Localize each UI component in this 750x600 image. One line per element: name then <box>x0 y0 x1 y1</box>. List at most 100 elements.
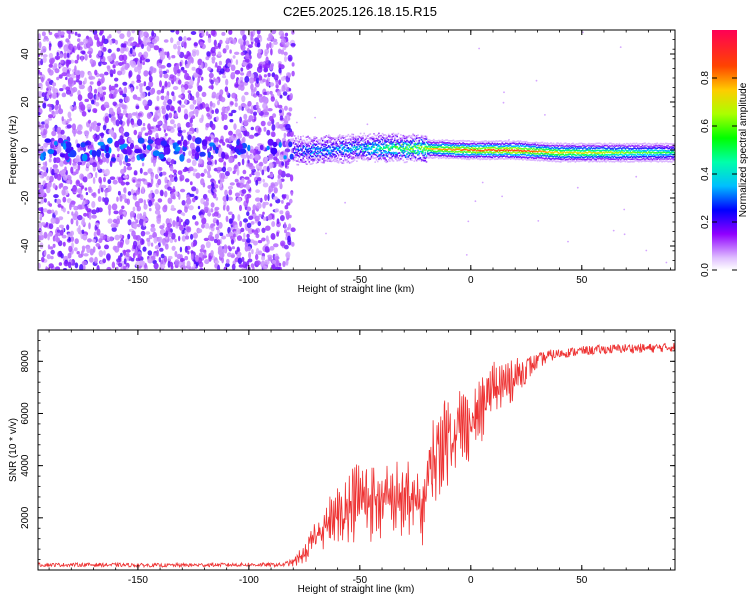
heatmap-noise-cell <box>104 71 109 76</box>
heatmap-ridge-cell <box>391 138 394 140</box>
heatmap-noise-cell <box>233 123 237 130</box>
heatmap-noise-cell <box>188 94 191 100</box>
heatmap-noise-cell <box>213 211 219 217</box>
heatmap-ridge-cell <box>381 132 384 135</box>
heatmap-noise-cell <box>55 110 59 115</box>
heatmap-ridge-cell <box>383 154 385 157</box>
heatmap-noise-cell <box>79 194 84 201</box>
heatmap-noise-cell <box>66 179 71 185</box>
heatmap-noise-cell <box>214 159 217 165</box>
heatmap-noise-cell <box>71 123 76 131</box>
heatmap-noise-cell <box>143 36 147 44</box>
heatmap-noise-cell <box>276 218 280 225</box>
heatmap-noise-cell <box>174 112 178 119</box>
heatmap-ridge-cell <box>329 146 331 148</box>
heatmap-noise-cell <box>279 94 283 99</box>
heatmap-ridge-cell <box>336 157 339 159</box>
heatmap-noise-cell <box>73 247 78 252</box>
heatmap-ridge-cell <box>346 144 348 147</box>
heatmap-noise-cell <box>250 126 254 131</box>
heatmap-noise-cell <box>170 265 174 270</box>
heatmap-noise-cell <box>177 106 181 113</box>
heatmap-noise-cell <box>231 109 237 114</box>
heatmap-noise-cell <box>253 111 257 116</box>
heatmap-noise-cell <box>285 41 290 47</box>
heatmap-noise-cell <box>113 69 116 74</box>
heatmap-noise-cell <box>186 260 191 268</box>
heatmap-noise-cell <box>157 120 163 125</box>
heatmap-noise-cell <box>108 129 114 135</box>
heatmap-noise-cell <box>192 232 198 239</box>
heatmap-noise-cell <box>104 104 110 109</box>
heatmap-noise-cell <box>229 119 234 123</box>
heatmap-noise-cell <box>58 183 62 189</box>
heatmap-noise-cell <box>266 37 272 42</box>
heatmap-noise-cell <box>124 131 130 137</box>
heatmap-noise-cell <box>182 129 186 133</box>
heatmap-ridge-cell <box>312 155 314 158</box>
heatmap-noise-cell <box>66 59 72 64</box>
heatmap-noise-cell <box>194 137 202 145</box>
heatmap-noise-cell <box>97 188 101 194</box>
heatmap-ridge-cell <box>336 140 339 142</box>
heatmap-noise-cell <box>165 113 169 121</box>
heatmap-ridge-cell <box>395 158 397 160</box>
heatmap-noise-cell <box>191 186 197 192</box>
heatmap-ridge-cell <box>380 149 383 152</box>
heatmap-noise-cell <box>261 227 266 233</box>
heatmap-noise-cell <box>112 179 118 185</box>
heatmap-ridge-cell <box>405 141 407 143</box>
heatmap-noise-cell <box>167 186 172 191</box>
heatmap-noise-cell <box>93 88 98 94</box>
heatmap-noise-cell <box>189 193 195 198</box>
heatmap-noise-cell <box>180 66 185 71</box>
heatmap-noise-cell <box>194 221 199 226</box>
heatmap-noise-cell <box>148 80 154 88</box>
heatmap-noise-cell <box>254 132 259 137</box>
heatmap-noise-cell <box>215 62 218 68</box>
heatmap-noise-cell <box>233 154 238 159</box>
heatmap-noise-cell <box>41 256 45 263</box>
heatmap-ridge-cell <box>400 134 402 136</box>
heatmap-noise-cell <box>108 208 111 216</box>
heatmap-noise-cell <box>230 239 235 245</box>
heatmap-noise-cell <box>245 53 250 60</box>
heatmap-ridge-cell <box>397 132 400 135</box>
heatmap-noise-cell <box>165 95 169 100</box>
heatmap-ridge-cell <box>308 145 311 148</box>
heatmap-noise-cell <box>146 45 152 52</box>
heatmap-noise-cell <box>47 67 51 73</box>
heatmap-ridge-cell <box>292 138 295 140</box>
heatmap-noise-cell <box>128 137 132 143</box>
heatmap-noise-cell <box>38 181 41 188</box>
heatmap-noise-cell <box>154 115 160 120</box>
heatmap-noise-cell <box>118 138 125 145</box>
heatmap-noise-cell <box>103 189 110 193</box>
heatmap-noise-cell <box>69 203 72 211</box>
heatmap-noise-cell <box>77 214 83 221</box>
heatmap-noise-cell <box>91 150 97 158</box>
heatmap-noise-cell <box>258 96 265 103</box>
heatmap-noise-cell <box>204 259 210 265</box>
heatmap-noise-cell <box>43 208 48 213</box>
heatmap-noise-cell <box>224 86 229 93</box>
heatmap-ridge-cell <box>418 152 420 155</box>
heatmap-noise-cell <box>99 73 105 78</box>
heatmap-noise-cell <box>87 86 92 93</box>
heatmap-ridge-cell <box>353 159 356 161</box>
heatmap-ridge-cell <box>402 145 405 148</box>
heatmap-noise-cell <box>284 229 287 234</box>
heatmap-ridge-cell <box>425 137 428 140</box>
heatmap-noise-cell <box>154 209 161 215</box>
heatmap-noise-cell <box>161 85 165 91</box>
heatmap-noise-cell <box>86 103 92 110</box>
heatmap-noise-cell <box>239 220 243 228</box>
heatmap-ridge-cell <box>297 137 300 139</box>
heatmap-noise-cell <box>68 236 71 242</box>
heatmap-ridge-cell <box>343 155 346 158</box>
heatmap-noise-cell <box>197 85 203 92</box>
heatmap-ridge-cell <box>296 153 298 155</box>
heatmap-noise-cell <box>88 213 92 220</box>
heatmap-noise-cell <box>163 39 169 43</box>
heatmap-noise-cell <box>247 179 252 184</box>
